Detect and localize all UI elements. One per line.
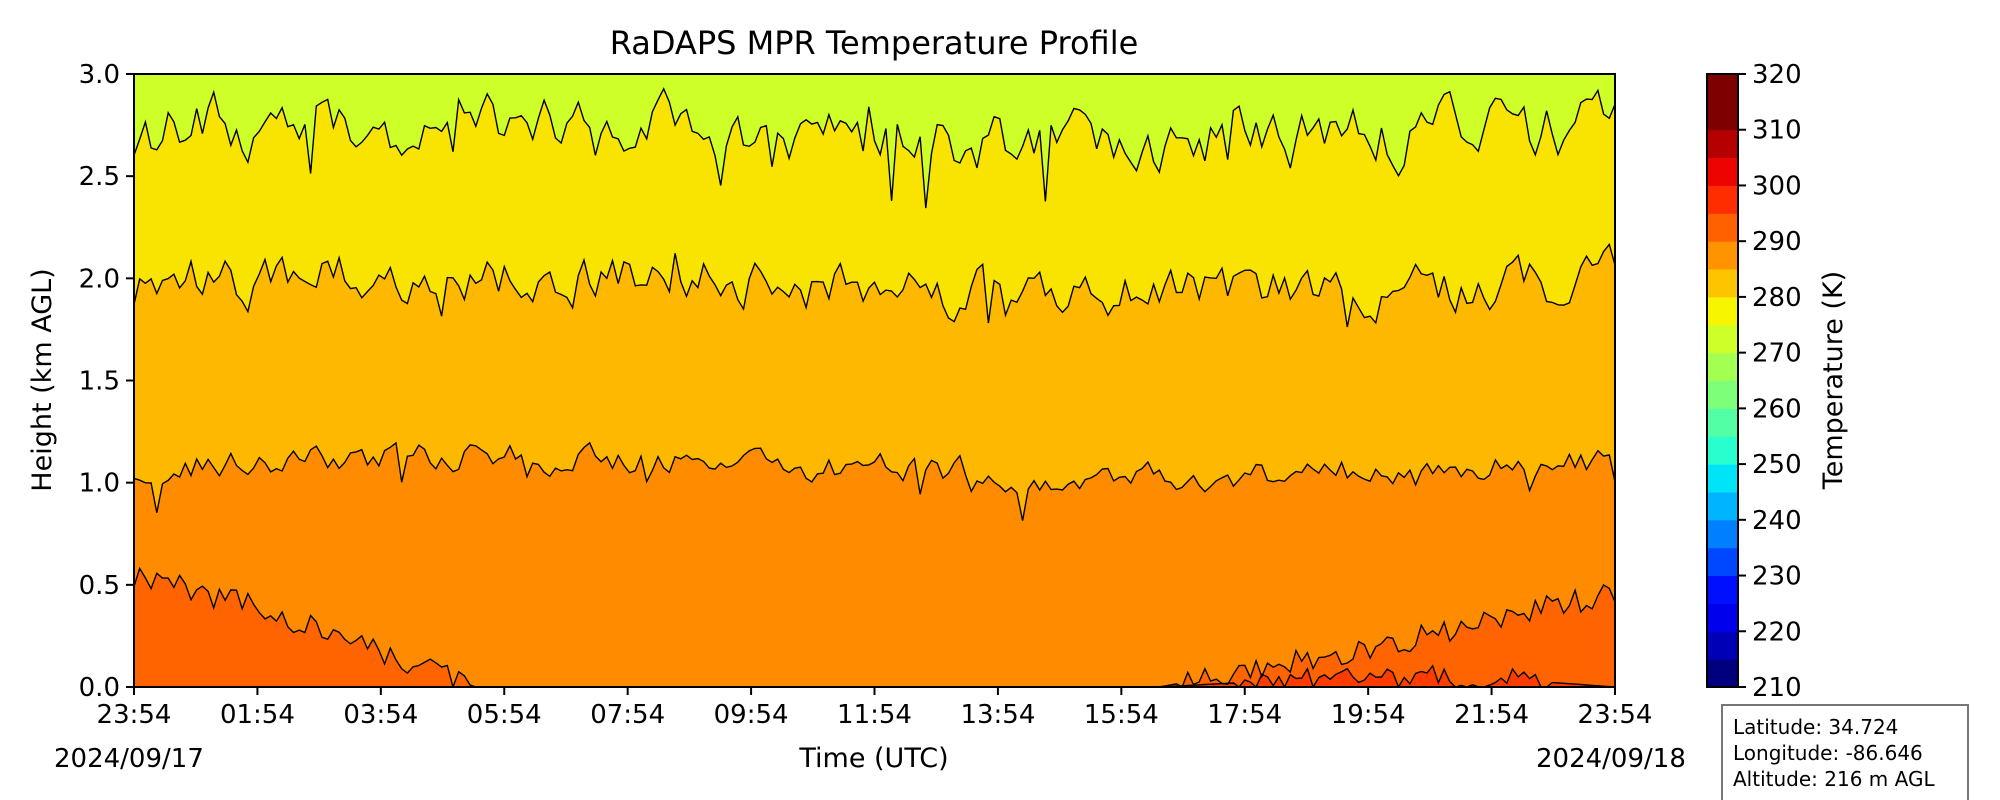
x-axis: 23:54 01:54 03:54 05:54 07:54 09:54 11:54 13:54… xyxy=(97,687,1653,730)
contour-290K xyxy=(134,566,1615,687)
y-tick-label: 0.0 xyxy=(79,673,120,703)
x-tick-label: 13:54 xyxy=(960,700,1035,730)
x-tick-label: 17:54 xyxy=(1207,700,1282,730)
colorbar-tick-label: 280 xyxy=(1752,283,1802,313)
x-tick-label: 09:54 xyxy=(714,700,789,730)
colorbar-segment xyxy=(1707,352,1738,381)
x-tick-label: 03:54 xyxy=(343,700,418,730)
x-tick-label: 07:54 xyxy=(590,700,665,730)
colorbar-tick-label: 290 xyxy=(1752,227,1802,257)
colorbar-frame xyxy=(1706,73,1739,688)
colorbar-tick-label: 230 xyxy=(1752,562,1802,592)
colorbar-segment xyxy=(1707,296,1738,326)
contour-275K xyxy=(134,87,1615,209)
colorbar-ticks: 210 220 230 240 250 260 270 280 290 300 310 320 xyxy=(1738,60,1802,703)
band-285-290K xyxy=(134,442,1615,687)
colorbar-label: Temperature (K) xyxy=(1818,271,1849,490)
colorbar-segment xyxy=(1707,324,1738,354)
colorbar-tick-label: 270 xyxy=(1752,339,1802,369)
y-tick-label: 3.0 xyxy=(79,60,120,90)
contour-295K xyxy=(134,664,1615,687)
colorbar-segment xyxy=(1707,491,1738,521)
colorbar-tick-label: 250 xyxy=(1752,450,1802,480)
y-tick-label: 1.5 xyxy=(79,367,120,397)
y-tick-label: 0.5 xyxy=(79,571,120,601)
colorbar-segment xyxy=(1707,241,1738,270)
x-tick-label: 23:54 xyxy=(1578,700,1653,730)
band-295-300K xyxy=(134,665,1615,687)
colorbar-tick-label: 320 xyxy=(1752,60,1802,90)
x-axis-title: Time (UTC) xyxy=(798,743,948,774)
colorbar xyxy=(1707,74,1738,688)
start-date-label: 2024/09/17 xyxy=(54,744,204,774)
colorbar-tick-label: 210 xyxy=(1752,673,1802,703)
colorbar-tick-label: 220 xyxy=(1752,617,1802,647)
contour-280K xyxy=(134,242,1615,328)
colorbar-segment xyxy=(1707,129,1738,159)
end-date-label: 2024/09/18 xyxy=(1536,744,1686,774)
contour-285K xyxy=(134,441,1615,521)
latitude-text: Latitude: 34.724 xyxy=(1733,715,1898,739)
y-axis-title: Height (km AGL) xyxy=(27,268,58,491)
colorbar-tick-label: 260 xyxy=(1752,394,1802,424)
x-tick-label: 21:54 xyxy=(1454,700,1529,730)
colorbar-segment xyxy=(1707,380,1738,409)
x-tick-label: 05:54 xyxy=(467,700,542,730)
colorbar-segment xyxy=(1707,74,1738,103)
colorbar-tick-label: 300 xyxy=(1752,171,1802,201)
colorbar-segment xyxy=(1707,157,1738,186)
colorbar-tick-label: 310 xyxy=(1752,116,1802,146)
x-tick-label: 11:54 xyxy=(837,700,912,730)
chart-title: RaDAPS MPR Temperature Profile xyxy=(610,24,1139,62)
colorbar-segment xyxy=(1707,575,1738,604)
band-290-295K xyxy=(134,568,1615,687)
colorbar-segment xyxy=(1707,269,1738,298)
colorbar-segment xyxy=(1707,436,1738,465)
colorbar-segment xyxy=(1707,213,1738,242)
x-tick-label: 01:54 xyxy=(220,700,295,730)
colorbar-segment xyxy=(1707,631,1738,660)
colorbar-segment xyxy=(1707,408,1738,437)
temperature-field xyxy=(134,74,1615,687)
y-tick-label: 1.0 xyxy=(79,469,120,499)
colorbar-segment xyxy=(1707,101,1738,131)
colorbar-segment xyxy=(1707,603,1738,632)
colorbar-tick-label: 240 xyxy=(1752,506,1802,536)
colorbar-segment xyxy=(1707,659,1738,688)
colorbar-segment xyxy=(1707,519,1738,549)
altitude-text: Altitude: 216 m AGL xyxy=(1733,767,1935,791)
y-axis: 0.0 0.5 1.0 1.5 2.0 2.5 3.0 xyxy=(79,60,134,703)
x-tick-label: 19:54 xyxy=(1331,700,1406,730)
x-tick-label: 15:54 xyxy=(1084,700,1159,730)
contour-lines xyxy=(134,87,1615,687)
colorbar-segment xyxy=(1707,464,1738,493)
longitude-text: Longitude: -86.646 xyxy=(1733,741,1923,765)
colorbar-segment xyxy=(1707,185,1738,214)
colorbar-segment xyxy=(1707,547,1738,577)
station-info-box: Latitude: 34.724 Longitude: -86.646 Alti… xyxy=(1721,704,1969,800)
x-tick-label: 23:54 xyxy=(97,700,172,730)
y-tick-label: 2.5 xyxy=(79,162,120,192)
y-tick-label: 2.0 xyxy=(79,264,120,294)
